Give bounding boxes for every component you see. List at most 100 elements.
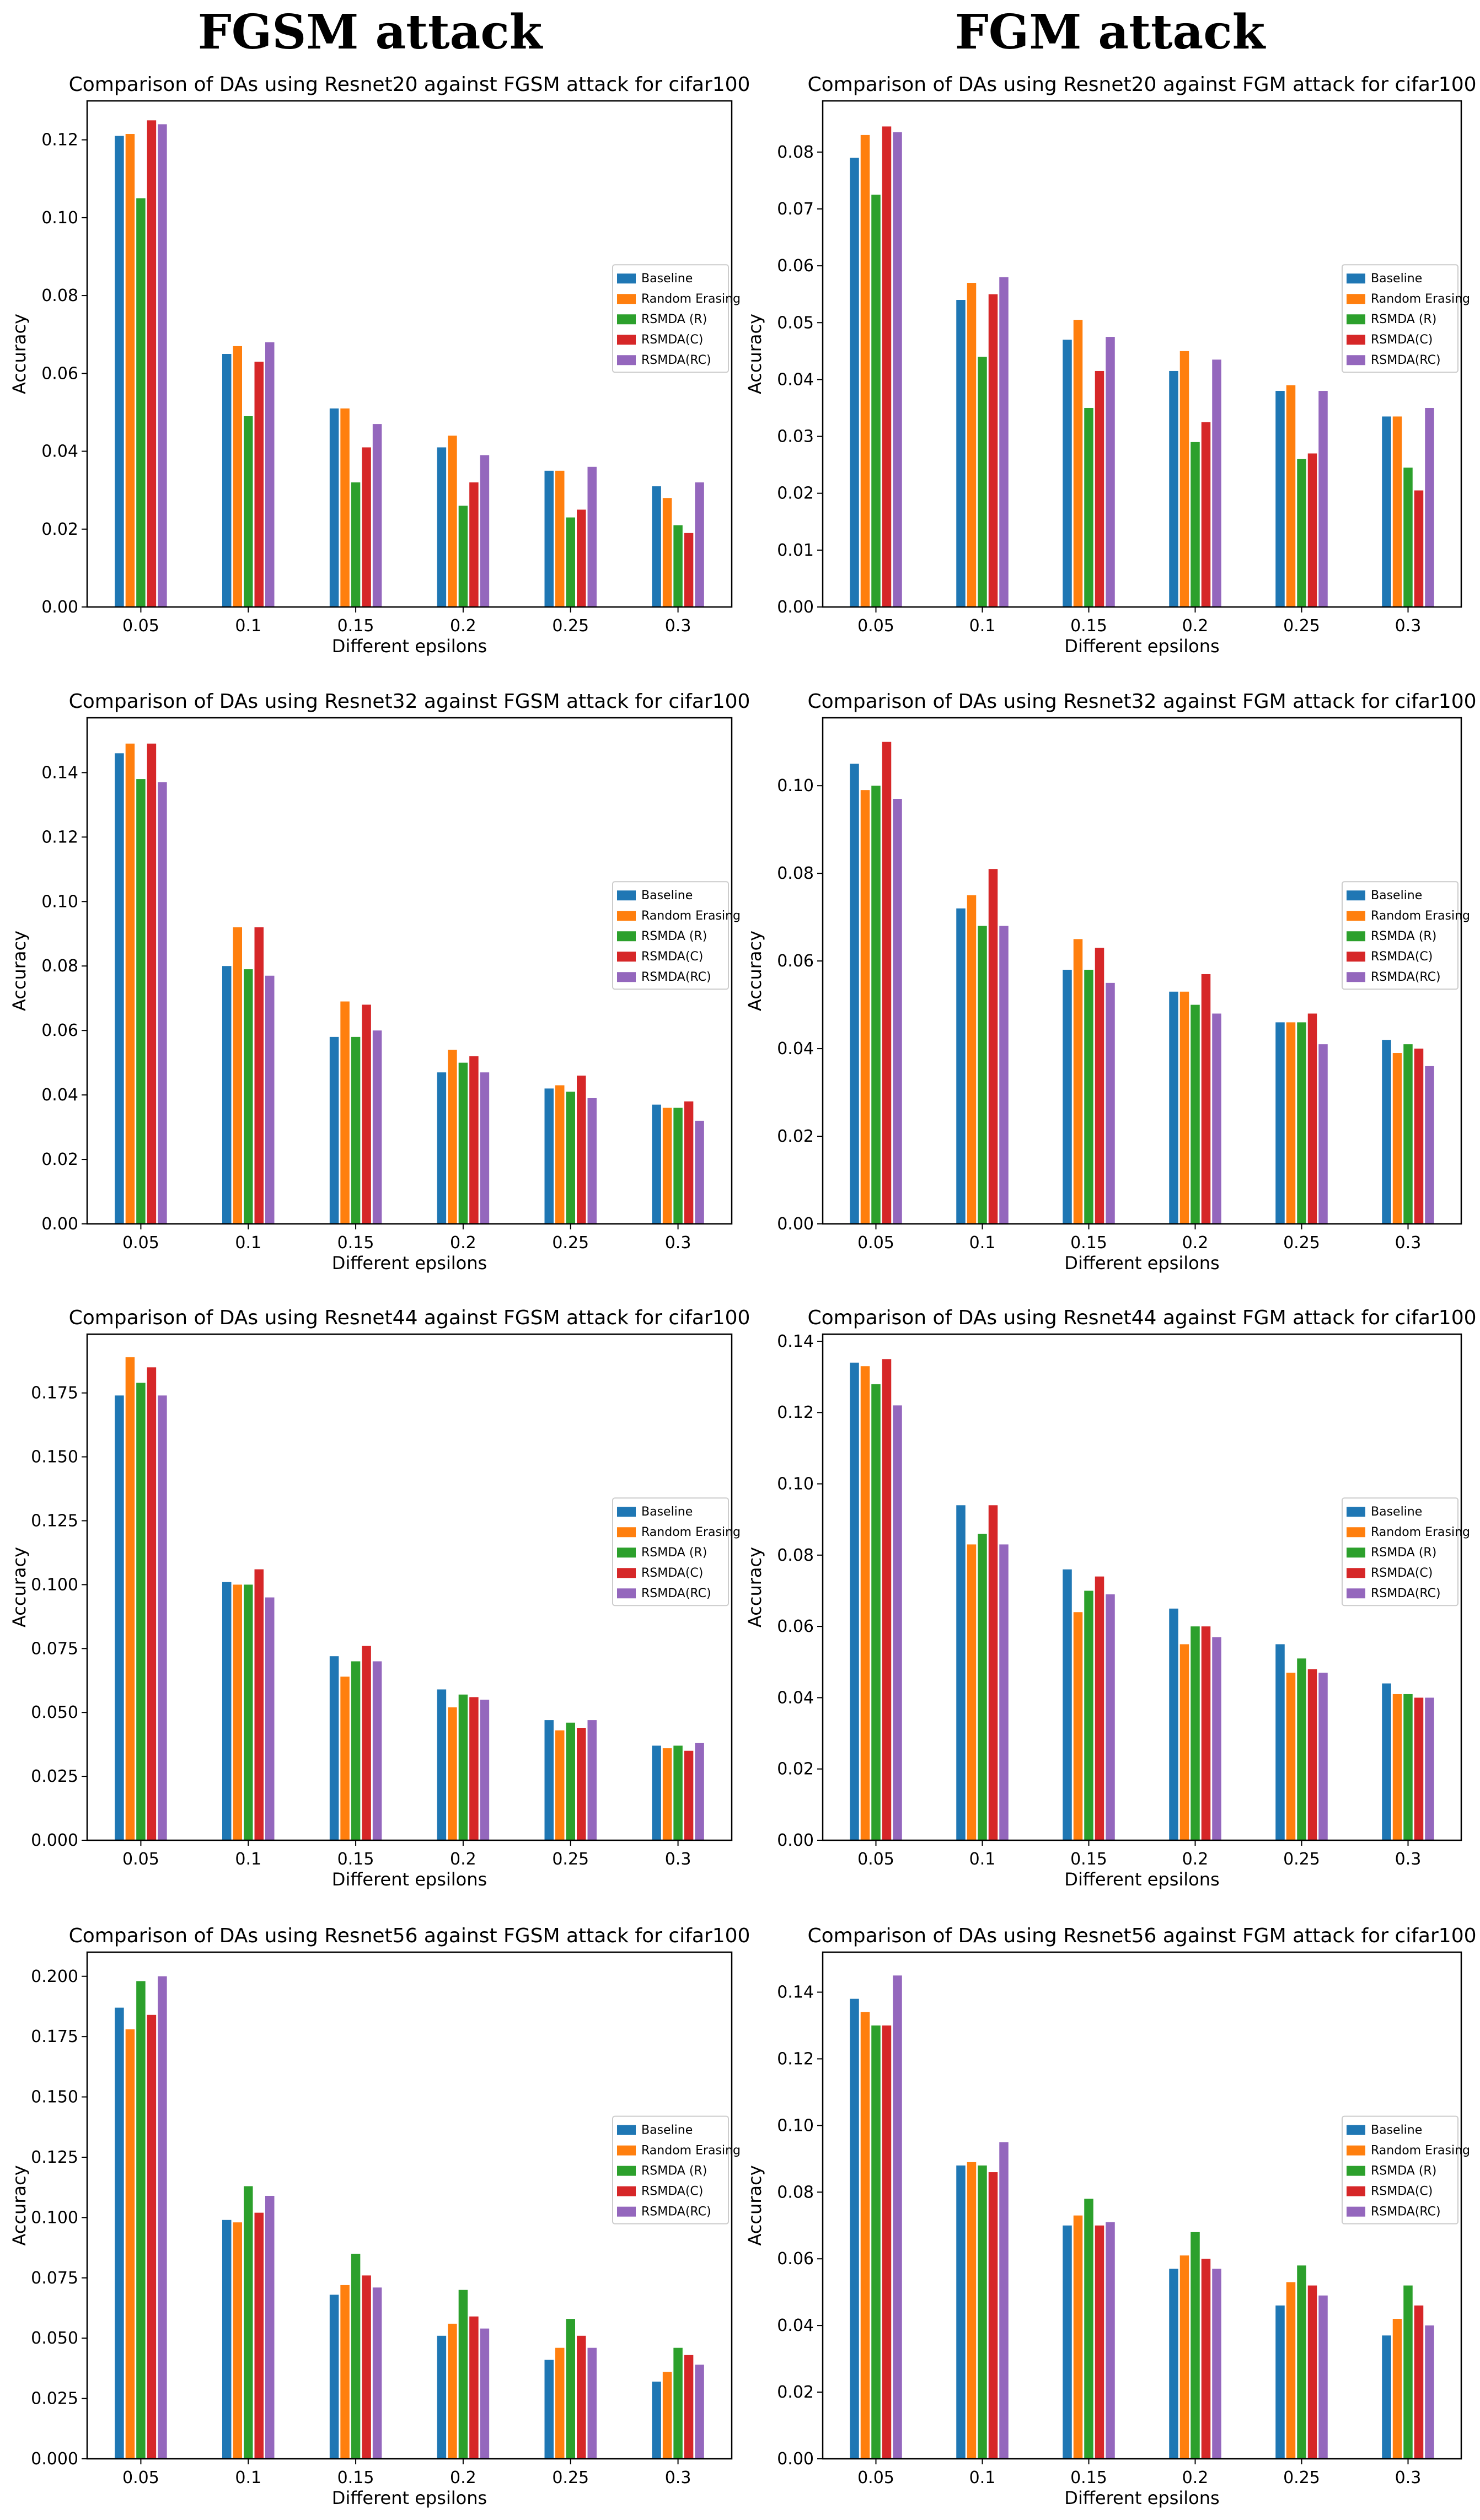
bar-random-erasing-0.05 [860,135,870,607]
legend-swatch [1347,2145,1365,2156]
legend-box [1342,1497,1458,1606]
legend-swatch [617,2125,636,2135]
bar-random-erasing-0.1 [233,2222,242,2459]
plot-frame [86,717,733,1225]
y-tick-label: 0.025 [31,2389,78,2409]
bar-random-erasing-0.15 [340,2285,350,2459]
bar-baseline-0.15 [1063,340,1072,607]
bar-rsmda-c--0.15 [362,1646,371,1840]
bar-rsmda-rc--0.15 [372,2287,382,2459]
y-tick-label: 0.100 [31,1575,78,1594]
y-tick-label: 0.150 [31,2088,78,2107]
legend-box [612,2115,729,2225]
y-tick-label: 0.05 [777,313,814,332]
plot-frame [822,1333,1462,1841]
x-tick-label: 0.25 [552,2468,589,2487]
chart-title: Comparison of DAs using Resnet32 against… [69,690,750,713]
legend-swatch [617,911,636,921]
bar-baseline-0.15 [1063,1569,1072,1840]
bar-rsmda-r--0.2 [1191,1004,1200,1224]
bar-rsmda-r--0.3 [1403,1044,1413,1224]
legend-box [1342,2115,1458,2225]
x-tick-label: 0.3 [1395,1850,1422,1869]
bar-baseline-0.05 [115,1395,124,1840]
legend-swatch [1347,2166,1365,2176]
plot-frame [86,1951,733,2460]
legend-swatch [1347,2206,1365,2217]
y-tick-label: 0.00 [41,1215,78,1234]
legend-box [612,264,729,373]
bar-rsmda-c--0.25 [577,2335,586,2459]
chart-title: Comparison of DAs using Resnet44 against… [808,1307,1477,1329]
bar-rsmda-rc--0.15 [372,424,382,607]
legend-swatch [617,273,636,284]
bar-rsmda-rc--0.25 [1318,1044,1328,1224]
bar-baseline-0.25 [1275,2305,1285,2459]
y-tick-label: 0.04 [777,370,814,389]
y-tick-label: 0.12 [777,1403,814,1422]
legend-label: RSMDA(RC) [641,2205,711,2219]
bar-rsmda-c--0.15 [1095,2225,1104,2459]
bar-random-erasing-0.05 [125,743,135,1224]
legend-label: RSMDA(C) [641,1566,703,1580]
legend-swatch [617,1527,636,1538]
y-axis-label: Accuracy [744,314,765,394]
x-tick-label: 0.1 [235,1233,261,1253]
bar-random-erasing-0.2 [448,436,457,607]
y-tick-label: 0.04 [41,442,78,461]
bar-rsmda-r--0.1 [978,926,987,1224]
chart-1: Comparison of DAs using Resnet20 against… [9,73,750,657]
legend-swatch [617,890,636,901]
bar-rsmda-rc--0.15 [1106,982,1115,1224]
y-tick-label: 0.06 [777,952,814,971]
bar-baseline-0.15 [1063,2225,1072,2459]
legend-label: RSMDA(C) [1371,2185,1433,2199]
bar-rsmda-r--0.3 [1403,1694,1413,1840]
y-axis-label: Accuracy [9,1547,30,1627]
bar-rsmda-r--0.05 [871,195,881,607]
legend: Baseline Random Erasing RSMDA (R) RSMDA(C) R… [1342,1497,1470,1606]
bar-rsmda-r--0.15 [1084,970,1093,1224]
bar-rsmda-r--0.25 [566,2319,575,2459]
bar-random-erasing-0.05 [860,2012,870,2459]
y-tick-label: 0.14 [41,763,78,782]
y-tick-label: 0.150 [31,1448,78,1467]
y-tick-label: 0.07 [777,200,814,219]
legend-swatch [1347,911,1365,921]
bar-random-erasing-0.1 [233,1584,242,1840]
bar-rsmda-r--0.15 [351,2254,361,2459]
x-tick-label: 0.05 [857,1850,894,1869]
bar-rsmda-c--0.05 [882,2025,892,2459]
chart-6: Comparison of DAs using Resnet44 against… [744,1307,1477,1890]
y-tick-label: 0.050 [31,2329,78,2348]
bar-rsmda-rc--0.05 [893,799,902,1224]
bar-random-erasing-0.1 [233,346,242,607]
legend: Baseline Random Erasing RSMDA (R) RSMDA(C) R… [1342,2115,1470,2225]
bar-rsmda-r--0.25 [1297,459,1306,607]
bar-rsmda-c--0.3 [1414,1697,1424,1840]
x-tick-label: 0.3 [665,2468,691,2487]
legend-swatch [1347,294,1365,304]
x-tick-label: 0.1 [969,2468,996,2487]
legend-label: RSMDA(RC) [1371,353,1441,367]
bar-rsmda-r--0.1 [978,2165,987,2459]
bar-random-erasing-0.2 [448,1707,457,1840]
bar-rsmda-r--0.1 [978,1534,987,1840]
bar-random-erasing-0.1 [967,2162,977,2459]
bar-rsmda-r--0.2 [1191,442,1200,607]
x-tick-label: 0.2 [1182,1850,1209,1869]
y-tick-label: 0.04 [777,1039,814,1058]
x-tick-label: 0.05 [857,616,894,636]
x-tick-label: 0.3 [1395,616,1422,636]
y-tick-label: 0.175 [31,2027,78,2046]
x-tick-label: 0.25 [1283,1850,1320,1869]
bar-rsmda-rc--0.1 [265,2195,275,2459]
x-tick-label: 0.1 [235,1850,261,1869]
y-tick-label: 0.06 [41,1021,78,1040]
x-tick-label: 0.15 [1070,616,1107,636]
bar-baseline-0.25 [1275,391,1285,607]
bar-baseline-0.05 [115,136,124,608]
bar-rsmda-r--0.2 [458,506,468,607]
y-tick-label: 0.12 [41,828,78,847]
